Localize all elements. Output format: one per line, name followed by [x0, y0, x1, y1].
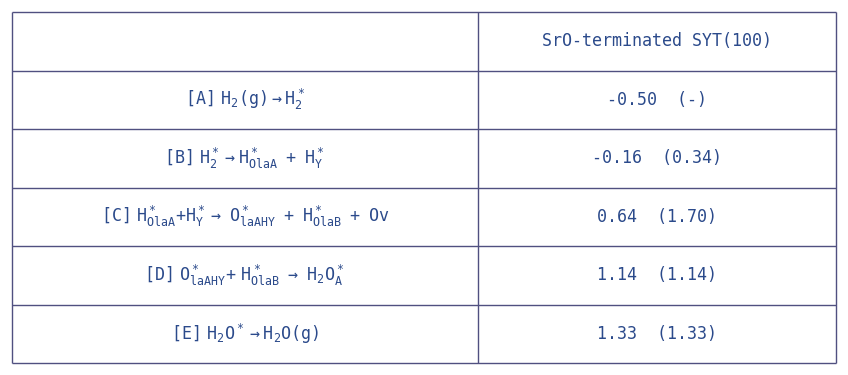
Text: $\mathtt{[E]\ H_2O^*{\rightarrow}H_2O(g)}$: $\mathtt{[E]\ H_2O^*{\rightarrow}H_2O(g)…	[170, 322, 319, 346]
Text: $\mathtt{[B]\ H_2^*{\rightarrow}H_{OlaA}^*\ +\ H_Y^*}$: $\mathtt{[B]\ H_2^*{\rightarrow}H_{OlaA}…	[165, 146, 325, 171]
Text: -0.16  (0.34): -0.16 (0.34)	[592, 149, 722, 167]
Text: 0.64  (1.70): 0.64 (1.70)	[597, 208, 717, 226]
Text: -0.50  (-): -0.50 (-)	[607, 91, 706, 109]
Text: $\mathtt{[D]\ O_{laAHY}^*{+}\ H_{OlaB}^*\ {\rightarrow}\ H_2O_A^*}$: $\mathtt{[D]\ O_{laAHY}^*{+}\ H_{OlaB}^*…	[144, 263, 345, 288]
Text: 1.33  (1.33): 1.33 (1.33)	[597, 325, 717, 343]
Text: $\mathtt{[C]\ H_{OlaA}^*{+}H_Y^*{\rightarrow}\ O_{laAHY}^*\ +\ H_{OlaB}^*\ +\ Ov: $\mathtt{[C]\ H_{OlaA}^*{+}H_Y^*{\righta…	[101, 204, 389, 229]
Text: SrO-terminated SYT(100): SrO-terminated SYT(100)	[542, 32, 772, 50]
Text: $\mathtt{[A]\ H_2(g){\rightarrow}H_2^*}$: $\mathtt{[A]\ H_2(g){\rightarrow}H_2^*}$	[185, 87, 304, 112]
Text: 1.14  (1.14): 1.14 (1.14)	[597, 266, 717, 284]
